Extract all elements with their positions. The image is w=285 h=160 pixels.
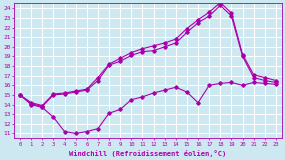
X-axis label: Windchill (Refroidissement éolien,°C): Windchill (Refroidissement éolien,°C) [69, 150, 227, 156]
